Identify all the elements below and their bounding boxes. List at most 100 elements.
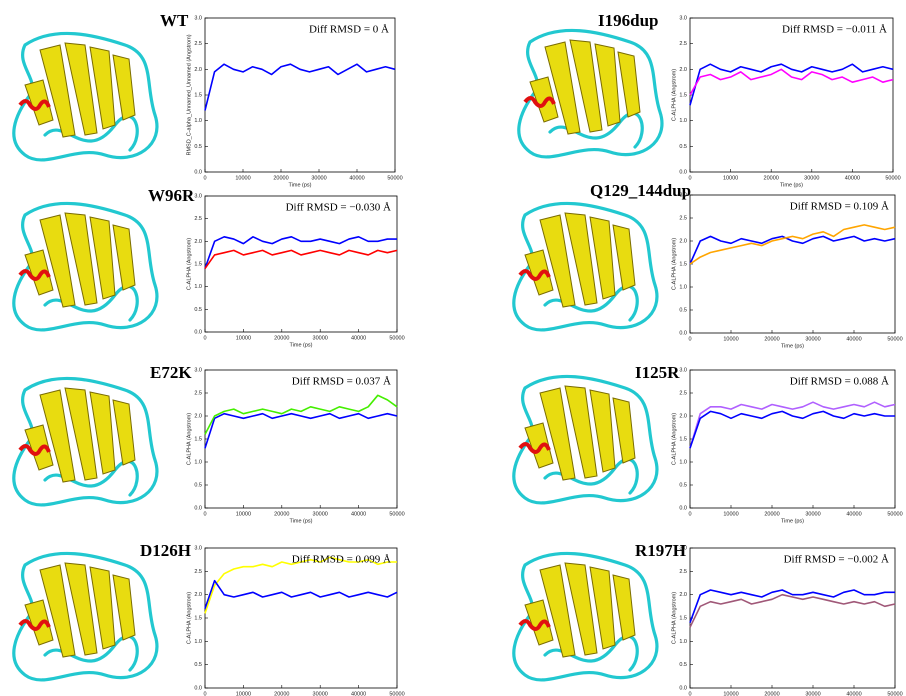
x-tick-label: 0 (203, 511, 206, 517)
x-axis-label: Time (ps) (288, 182, 311, 188)
series-line (689, 589, 895, 623)
y-tick-label: 2.0 (194, 413, 202, 419)
y-tick-label: 0.0 (194, 329, 202, 335)
annotation: Diff RMSD = −0.030 Å (286, 202, 391, 214)
plot-area (689, 547, 896, 689)
y-tick-label: 1.5 (679, 92, 687, 98)
x-tick-label: 40000 (846, 511, 861, 517)
x-axis-label: Time (ps) (781, 518, 804, 524)
x-tick-label: 10000 (723, 511, 738, 517)
x-tick-label: 50000 (887, 336, 902, 342)
series-line (204, 236, 397, 269)
x-axis-label: Time (ps) (780, 182, 803, 188)
plot-area (204, 547, 398, 689)
series-line (689, 224, 896, 265)
y-tick-label: 0.5 (194, 144, 202, 150)
x-tick-label: 50000 (885, 175, 900, 181)
x-tick-label: 30000 (804, 175, 819, 181)
y-axis-label: RMSD_C-alpha_Unnamed_Unnamed (Angstrom) (186, 34, 192, 155)
protein-structure (14, 203, 157, 329)
y-tick-label: 1.5 (679, 436, 687, 442)
y-tick-label: 1.0 (194, 118, 202, 124)
annotation: Diff RMSD = 0.109 Å (790, 201, 889, 213)
x-tick-label: 30000 (311, 175, 326, 181)
y-axis-label: C-ALPHA (Angstrom) (186, 413, 192, 465)
y-tick-label: 2.0 (194, 592, 202, 598)
y-tick-label: 2.0 (194, 239, 202, 245)
y-tick-label: 1.5 (679, 261, 687, 267)
y-tick-label: 0.0 (679, 685, 687, 691)
x-tick-label: 30000 (313, 511, 328, 517)
series-line (689, 401, 896, 449)
y-tick-label: 2.5 (194, 41, 202, 47)
x-tick-label: 10000 (723, 691, 738, 696)
x-tick-label: 20000 (274, 691, 289, 696)
x-tick-label: 0 (688, 511, 691, 517)
panel-title: R197H (635, 541, 686, 560)
y-axis-label: C-ALPHA (Angstrom) (671, 592, 677, 644)
y-tick-label: 0.5 (194, 662, 202, 668)
x-tick-label: 0 (203, 335, 206, 341)
y-tick-label: 1.0 (194, 284, 202, 290)
annotation: Diff RMSD = 0.088 Å (790, 376, 889, 388)
x-axis-label: Time (ps) (781, 343, 804, 349)
x-tick-label: 30000 (805, 511, 820, 517)
y-tick-label: 0.0 (194, 505, 202, 511)
y-tick-label: 1.5 (194, 92, 202, 98)
y-tick-label: 3.0 (194, 15, 202, 21)
annotation: Diff RMSD = −0.011 Å (782, 24, 887, 36)
protein-structure (519, 30, 662, 156)
x-tick-label: 20000 (764, 336, 779, 342)
y-tick-label: 3.0 (679, 192, 687, 198)
x-tick-label: 10000 (236, 335, 251, 341)
y-tick-label: 1.0 (194, 459, 202, 465)
x-tick-label: 40000 (351, 691, 366, 696)
x-tick-label: 10000 (723, 336, 738, 342)
y-tick-label: 0.0 (679, 505, 687, 511)
y-tick-label: 3.0 (194, 367, 202, 373)
series-line (689, 410, 895, 449)
y-tick-label: 1.5 (679, 615, 687, 621)
panel-title: WT (160, 11, 189, 30)
x-tick-label: 40000 (846, 336, 861, 342)
series-line (204, 412, 398, 449)
y-tick-label: 2.0 (679, 238, 687, 244)
y-tick-label: 1.0 (679, 284, 687, 290)
x-tick-label: 50000 (887, 511, 902, 517)
x-tick-label: 20000 (764, 511, 779, 517)
plot-area (689, 369, 896, 509)
x-tick-label: 0 (688, 691, 691, 696)
y-tick-label: 2.5 (194, 216, 202, 222)
x-tick-label: 40000 (845, 175, 860, 181)
y-axis-label: C-ALPHA (Angstrom) (671, 69, 677, 121)
y-tick-label: 0.5 (194, 482, 202, 488)
protein-structure (514, 203, 657, 329)
y-tick-label: 2.0 (679, 67, 687, 73)
y-tick-label: 1.0 (679, 118, 687, 124)
y-tick-label: 2.5 (194, 390, 202, 396)
y-tick-label: 1.0 (679, 459, 687, 465)
y-tick-label: 0.0 (194, 685, 202, 691)
x-tick-label: 0 (688, 336, 691, 342)
x-tick-label: 10000 (723, 175, 738, 181)
series-line (204, 249, 398, 269)
x-tick-label: 50000 (389, 335, 404, 341)
y-tick-label: 3.0 (679, 367, 687, 373)
x-tick-label: 30000 (805, 691, 820, 696)
plot-area (204, 17, 396, 173)
x-tick-label: 50000 (389, 511, 404, 517)
y-tick-label: 2.5 (679, 215, 687, 221)
y-tick-label: 2.0 (679, 413, 687, 419)
panel-title: E72K (150, 363, 192, 382)
panel-title: Q129_144dup (590, 181, 691, 200)
annotation: Diff RMSD = −0.002 Å (784, 554, 889, 566)
annotation: Diff RMSD = 0 Å (309, 24, 389, 36)
series-line (204, 556, 397, 614)
y-tick-label: 2.0 (194, 67, 202, 73)
series-line (204, 394, 398, 435)
protein-structure (514, 553, 657, 679)
series-line (204, 579, 398, 609)
panel-title: W96R (148, 186, 195, 205)
y-axis-label: C-ALPHA (Angstrom) (671, 413, 677, 465)
y-tick-label: 0.5 (679, 144, 687, 150)
